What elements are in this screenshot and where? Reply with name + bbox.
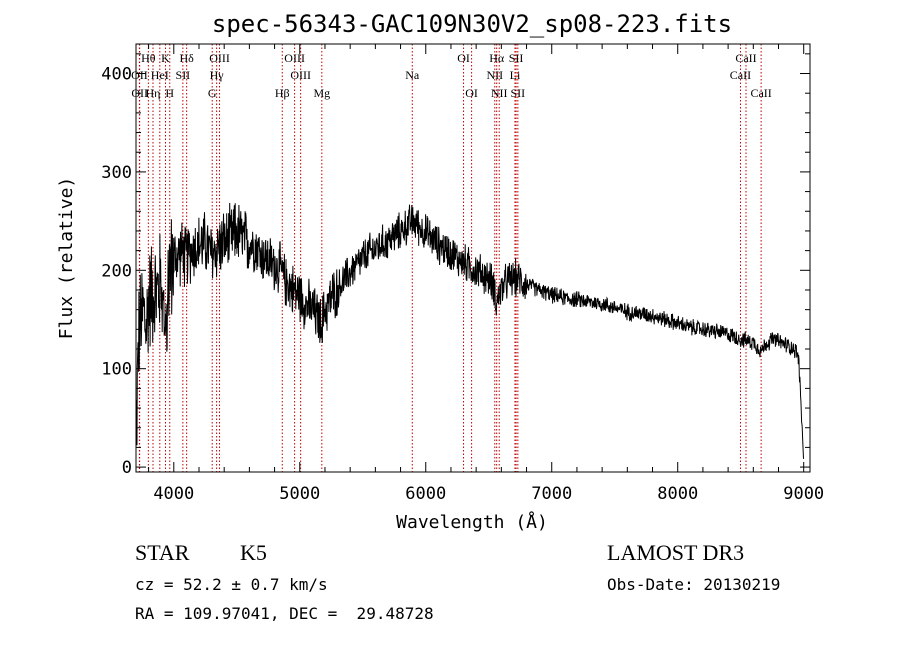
spectral-line-label: Hγ [210,68,225,82]
spectral-line-label: NII [486,68,503,82]
obs-date: Obs-Date: 20130219 [607,575,781,594]
spectral-line-label: HeI [151,68,169,82]
spectral-line-label: OIII [290,68,311,82]
spectrum-trace [135,202,804,459]
spectral-line-label: OI [465,86,478,100]
y-tick-label: 300 [101,163,132,183]
spectral-line-label: SII [509,51,524,65]
x-tick-label: 6000 [405,484,446,504]
spectral-line-label: CaII [735,51,756,65]
survey-name: LAMOST DR3 [607,540,745,565]
spectral-line-label: OII [131,68,148,82]
x-tick-label: 4000 [153,484,194,504]
spectral-line-label: CaII [750,86,771,100]
spectral-line-label: G [208,86,217,100]
y-tick-label: 200 [101,261,132,281]
object-class: STAR [135,540,190,565]
spectral-line-label: Li [510,68,521,82]
spectral-line-label: Hη [146,86,161,100]
spectral-line-label: CaII [730,68,751,82]
y-tick-label: 100 [101,360,132,380]
object-subclass: K5 [240,540,267,565]
spectral-line-label: SII [176,68,191,82]
y-axis-label: Flux (relative) [56,177,77,340]
spectral-line-label: Hα [489,51,505,65]
spectral-line-label: OIII [284,51,305,65]
spectral-line-label: Hβ [275,86,290,100]
x-tick-label: 7000 [531,484,572,504]
y-tick-label: 0 [122,458,132,478]
coordinates-text: RA = 109.97041, DEC = 29.48728 [135,604,434,623]
x-tick-label: 5000 [279,484,320,504]
redshift-text: cz = 52.2 ± 0.7 km/s [135,575,328,594]
spectral-line-label: H [165,86,174,100]
spectral-line-label: OIII [209,51,230,65]
spectral-line-label: OI [457,51,470,65]
x-tick-label: 8000 [657,484,698,504]
spectral-line-label: SII [511,86,526,100]
spectral-line-label: Hδ [179,51,194,65]
y-tick-label: 400 [101,65,132,85]
spectral-line-label: Hθ [141,51,156,65]
spectral-line-label: NII [491,86,508,100]
x-axis-label: Wavelength (Å) [396,511,548,533]
chart-title: spec-56343-GAC109N30V2_sp08-223.fits [212,10,732,38]
plot-frame [135,43,811,473]
spectral-line-label: Mg [313,86,330,100]
spectral-line-label: Na [405,68,420,82]
spectral-line-label: K [161,51,170,65]
x-tick-label: 9000 [783,484,824,504]
